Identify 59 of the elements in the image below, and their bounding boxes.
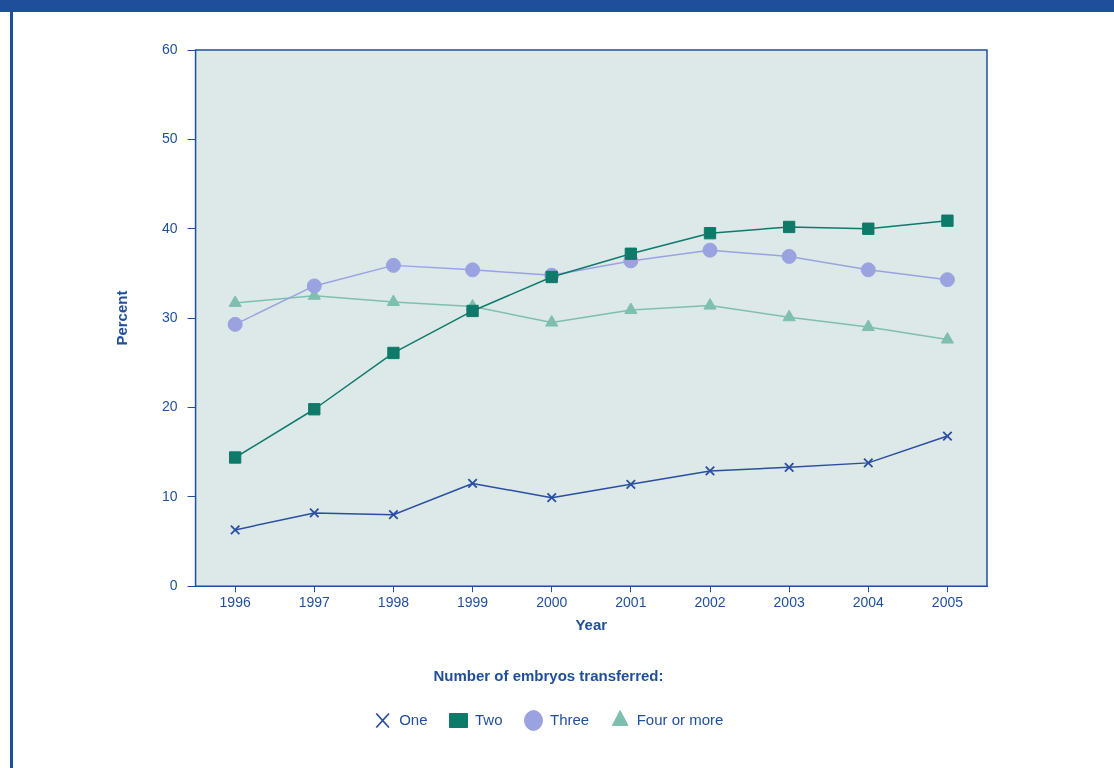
point [861, 319, 875, 332]
x-tick-label: 2002 [694, 594, 726, 611]
point [387, 346, 400, 360]
point [309, 507, 320, 519]
point [941, 214, 954, 227]
legend-label: Four or more [636, 710, 724, 728]
x-tick-label: 2001 [615, 594, 647, 611]
y-tick-label: 20 [161, 398, 178, 415]
point [625, 479, 636, 490]
y-tick-label: 60 [161, 40, 178, 57]
x-tick-label: 1996 [219, 594, 251, 611]
x-tick-label: 2004 [852, 594, 885, 611]
point [228, 451, 242, 464]
point [546, 492, 557, 503]
y-tick-label: 0 [169, 577, 178, 594]
point [624, 302, 638, 315]
point [942, 430, 953, 442]
point [862, 222, 875, 235]
point [545, 315, 559, 327]
point [230, 524, 241, 536]
point [782, 220, 796, 234]
y-tick-label: 40 [161, 219, 178, 236]
point [467, 478, 478, 489]
x-tick-label: 1999 [456, 594, 489, 611]
point [624, 247, 638, 260]
point [466, 304, 479, 318]
y-tick-label: 30 [161, 308, 178, 325]
point [940, 332, 954, 344]
x-tick-label: 2003 [773, 594, 805, 611]
x-tick-label: 1998 [377, 594, 410, 611]
point [703, 298, 717, 310]
point [702, 242, 718, 258]
point [704, 465, 716, 477]
legend-title: Number of embryos transferred: [433, 666, 664, 684]
point [228, 295, 242, 307]
y-axis-title: Percent [113, 290, 131, 346]
point [308, 403, 321, 416]
point [784, 462, 795, 473]
point [863, 457, 874, 469]
point [782, 309, 796, 322]
point [781, 248, 797, 264]
point [227, 316, 243, 332]
x-tick-label: 2000 [536, 594, 568, 611]
y-tick-label: 50 [161, 130, 178, 147]
legend-label: Two [474, 710, 503, 728]
point [388, 509, 399, 520]
point [939, 272, 955, 288]
y-tick-label: 10 [161, 487, 178, 504]
legend-label: Three [549, 710, 590, 728]
legend-label: One [399, 710, 428, 728]
x-tick-label: 1997 [298, 594, 331, 611]
point [386, 294, 400, 307]
point [306, 278, 322, 294]
x-tick-label: 2005 [931, 594, 964, 611]
x-axis-title: Year [575, 616, 608, 634]
point [385, 257, 401, 273]
point [465, 262, 481, 278]
point [860, 262, 876, 278]
point [703, 227, 717, 240]
